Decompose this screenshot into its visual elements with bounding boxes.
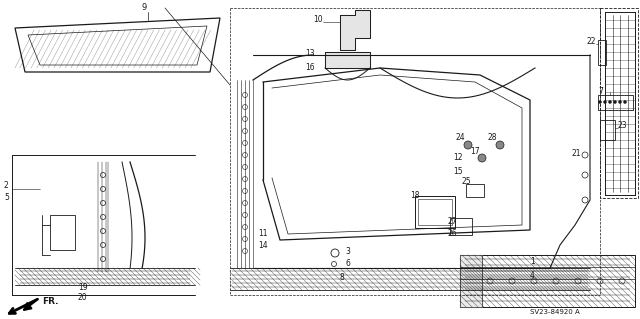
Bar	[598, 40, 606, 65]
Polygon shape	[460, 255, 482, 307]
Text: 13: 13	[305, 49, 315, 58]
Text: 27: 27	[447, 217, 456, 226]
Text: 11: 11	[258, 228, 268, 238]
Bar	[418, 199, 452, 225]
Text: 2: 2	[4, 181, 9, 189]
Text: 18: 18	[410, 190, 420, 199]
Text: 8: 8	[339, 273, 344, 283]
Text: 24: 24	[456, 133, 466, 143]
Circle shape	[623, 100, 627, 103]
Bar	[460, 255, 635, 307]
Text: 21: 21	[572, 149, 582, 158]
Text: 23: 23	[618, 121, 628, 130]
Text: 7: 7	[598, 87, 603, 97]
Text: 25: 25	[462, 177, 472, 187]
Bar	[230, 268, 590, 290]
Text: 5: 5	[4, 194, 9, 203]
Circle shape	[464, 141, 472, 149]
Text: 20: 20	[78, 293, 88, 302]
Bar	[466, 184, 484, 197]
Bar	[598, 95, 633, 110]
Text: 15: 15	[453, 167, 463, 175]
Bar	[605, 12, 635, 195]
Text: 28: 28	[488, 133, 497, 143]
Text: 9: 9	[141, 4, 147, 12]
Text: 6: 6	[345, 259, 350, 269]
Circle shape	[598, 100, 602, 103]
Circle shape	[604, 100, 607, 103]
Bar	[450, 218, 472, 235]
Text: 12: 12	[453, 153, 463, 162]
Circle shape	[614, 100, 616, 103]
Circle shape	[609, 100, 611, 103]
Bar	[460, 255, 635, 307]
Text: 17: 17	[470, 146, 479, 155]
Text: 3: 3	[345, 247, 350, 256]
Polygon shape	[340, 10, 370, 50]
Text: 16: 16	[305, 63, 315, 71]
Polygon shape	[325, 52, 370, 68]
Bar	[460, 255, 482, 307]
Text: FR.: FR.	[42, 298, 58, 307]
Bar	[15, 268, 200, 285]
Text: 22: 22	[586, 38, 596, 47]
Bar	[600, 120, 615, 140]
Bar	[50, 215, 75, 250]
Circle shape	[478, 154, 486, 162]
Text: 26: 26	[447, 229, 456, 239]
Text: SV23-84920 A: SV23-84920 A	[530, 309, 580, 315]
Text: 1: 1	[530, 257, 535, 266]
Text: 14: 14	[258, 241, 268, 250]
Text: 19: 19	[78, 283, 88, 292]
Circle shape	[496, 141, 504, 149]
Circle shape	[618, 100, 621, 103]
Bar	[600, 8, 638, 198]
Bar	[415, 196, 455, 228]
Text: 10: 10	[314, 16, 323, 25]
Text: 4: 4	[530, 271, 535, 279]
